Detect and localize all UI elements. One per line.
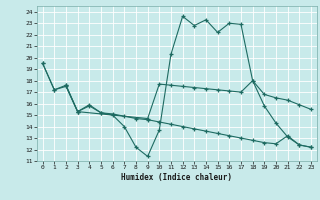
X-axis label: Humidex (Indice chaleur): Humidex (Indice chaleur)	[121, 173, 232, 182]
